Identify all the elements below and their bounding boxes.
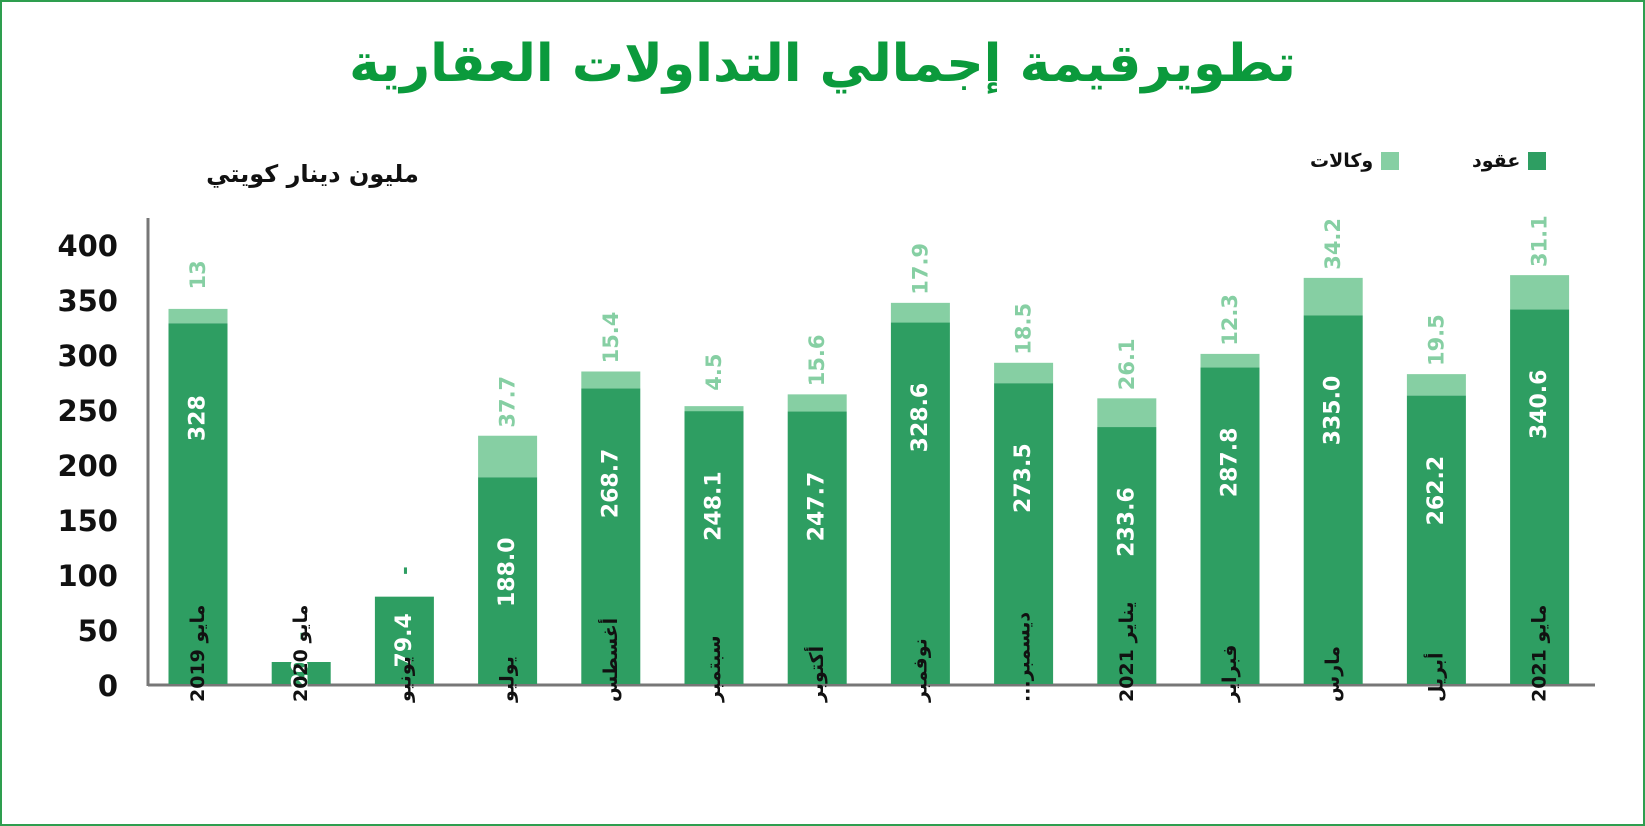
data-label-agencies: 15.6 [805, 334, 829, 386]
x-tick-label: سبتمبر [703, 635, 725, 703]
x-tick-label: يونيو [393, 656, 415, 703]
data-label-agencies: 34.2 [1321, 218, 1345, 270]
x-tick-label: نوفمبر [909, 638, 931, 703]
bar-agencies [1200, 353, 1260, 368]
x-tick-label: أغسطس [598, 618, 622, 702]
y-tick-label: 350 [57, 284, 118, 318]
y-tick-label: 0 [98, 669, 118, 703]
unit-label: مليون دينار كويتي [206, 160, 419, 188]
bar-contracts [271, 662, 331, 684]
bar-contracts [994, 383, 1054, 684]
data-label-contracts: 268.7 [598, 449, 623, 519]
x-tick-label: ديسمبر... [1013, 612, 1035, 702]
legend-label-contracts: عقود [1472, 150, 1521, 172]
bar-contracts [787, 411, 847, 684]
bar-agencies [684, 406, 744, 412]
bar-agencies [1510, 275, 1570, 310]
bar-contracts [1303, 315, 1363, 684]
y-tick-label: 150 [57, 504, 118, 538]
data-label-contracts: 233.6 [1114, 487, 1139, 557]
data-label-agencies: 18.5 [1012, 303, 1036, 355]
legend-item-contracts: عقود [1472, 148, 1547, 174]
bar-contracts [478, 477, 538, 684]
bar-agencies [478, 435, 538, 478]
bar-contracts [684, 411, 744, 684]
legend-item-agencies: وكالات [1310, 148, 1400, 174]
data-label-contracts: 328.6 [908, 383, 933, 453]
data-label-agencies: - [392, 566, 416, 575]
data-label-contracts: 188.0 [495, 537, 520, 607]
data-label-agencies: 12.3 [1218, 294, 1242, 346]
data-label-contracts: 287.8 [1218, 428, 1243, 498]
bar-agencies [168, 308, 228, 324]
data-label-contracts: 79.4 [392, 613, 417, 667]
legend-label-agencies: وكالات [1310, 150, 1374, 172]
data-label-contracts: 248.1 [702, 471, 727, 541]
chart-title: تطويرقيمة إجمالي التداولات العقارية [349, 34, 1296, 94]
x-tick-label: مايو 2021 [1529, 605, 1551, 702]
data-label-agencies: 37.7 [496, 376, 520, 428]
x-tick-label: يوليو [497, 656, 519, 703]
bar-agencies [1097, 398, 1157, 428]
y-tick-label: 200 [57, 449, 118, 483]
data-label-agencies: 17.9 [908, 243, 932, 295]
bar-agencies [787, 394, 847, 412]
data-label-agencies: - [289, 632, 313, 641]
x-tick-label: مايو 2019 [187, 605, 209, 702]
bar-contracts [581, 388, 641, 684]
data-label-contracts: 328 [186, 395, 211, 441]
legend-swatch-contracts [1528, 152, 1547, 170]
data-label-agencies: 19.5 [1424, 314, 1448, 366]
bar-agencies [581, 371, 641, 389]
bar-contracts [1510, 309, 1570, 684]
y-tick-label: 300 [57, 339, 118, 373]
bar-contracts [1406, 395, 1466, 684]
bar-contracts [1097, 427, 1157, 684]
data-label-contracts: 273.5 [1011, 443, 1036, 513]
x-tick-label: أكتوبر [804, 646, 828, 703]
data-label-agencies: 15.4 [599, 312, 623, 364]
data-label-contracts: 247.7 [805, 472, 830, 542]
y-tick-label: 50 [78, 614, 118, 648]
bar-agencies [994, 362, 1054, 384]
bar-agencies [890, 302, 950, 323]
data-label-contracts: 20 [289, 658, 314, 689]
data-label-contracts: 335.0 [1321, 376, 1346, 446]
data-label-agencies: 31.1 [1528, 215, 1552, 267]
x-tick-label: مارس [1322, 646, 1344, 702]
x-tick-label: مايو 2020 [290, 605, 312, 702]
y-tick-label: 250 [57, 394, 118, 428]
x-tick-label: فبراير [1219, 645, 1241, 703]
legend-swatch-agencies [1381, 152, 1400, 170]
x-tick-label: يناير 2021 [1116, 602, 1138, 702]
data-label-agencies: 13 [186, 260, 210, 289]
data-label-contracts: 262.2 [1424, 456, 1449, 526]
data-label-contracts: 340.6 [1527, 370, 1552, 440]
bar-agencies [1406, 374, 1466, 396]
x-tick-label: أبريل [1423, 652, 1447, 702]
data-label-agencies: 26.1 [1115, 338, 1139, 390]
bar-contracts [374, 596, 434, 684]
bar-contracts [168, 323, 228, 684]
bar-contracts [890, 322, 950, 684]
y-tick-label: 100 [57, 559, 118, 593]
bar-contracts [1200, 367, 1260, 684]
bar-agencies [1303, 277, 1363, 316]
data-label-agencies: 4.5 [702, 354, 726, 391]
y-tick-label: 400 [57, 229, 118, 263]
